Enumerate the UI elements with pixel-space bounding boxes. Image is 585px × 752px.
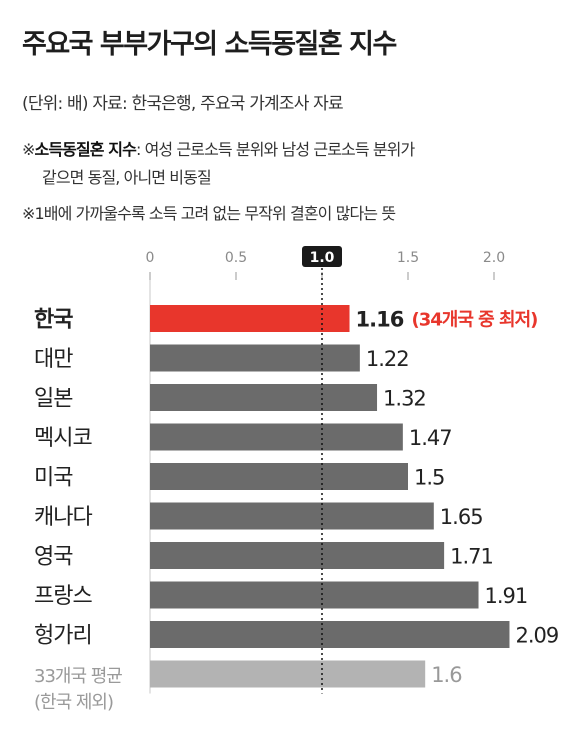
x-tick-label: 2.0	[483, 250, 505, 266]
data-label: 1.47	[409, 426, 452, 450]
bar	[150, 463, 408, 490]
highlight-annotation: (34개국 중 최저)	[412, 310, 538, 331]
data-label: 1.16	[356, 308, 404, 332]
definition-note: ※소득동질혼 지수: 여성 근로소득 분위와 남성 근로소득 분위가	[22, 136, 415, 160]
category-label: 멕시코	[34, 426, 92, 451]
data-label: 1.22	[366, 347, 409, 371]
category-sublabel: (한국 제외)	[34, 692, 113, 713]
bar	[150, 502, 434, 530]
bar	[150, 542, 445, 569]
note-mark: ※	[22, 140, 35, 159]
x-tick-label: 1.0	[310, 250, 335, 266]
data-label: 1.91	[485, 584, 528, 608]
bar	[150, 384, 378, 411]
note-term: 소득동질혼 지수	[34, 140, 137, 159]
bar	[150, 305, 350, 332]
category-label: 미국	[34, 466, 73, 491]
data-label: 1.5	[414, 466, 444, 490]
category-label: 헝가리	[34, 624, 92, 649]
bar	[150, 581, 479, 609]
category-label: 한국	[34, 308, 73, 333]
data-label: 1.32	[383, 387, 426, 411]
interpretation-note: ※1배에 가까울수록 소득 고려 없는 무작위 결혼이 많다는 뜻	[22, 204, 396, 223]
data-label: 1.65	[440, 505, 483, 529]
reference-tick-badge	[302, 246, 342, 267]
bar	[150, 621, 510, 648]
data-label: 1.71	[450, 545, 493, 569]
category-label: 대만	[34, 347, 73, 372]
bar	[150, 660, 426, 688]
category-label: 일본	[34, 387, 73, 412]
x-tick-label: 1.5	[397, 250, 419, 266]
x-tick-label: 0	[146, 250, 155, 266]
data-label: 2.09	[515, 624, 558, 648]
category-label: 영국	[34, 545, 73, 570]
bar	[150, 344, 360, 372]
category-label: 캐나다	[34, 505, 92, 530]
category-label: 33개국 평균	[34, 666, 122, 687]
data-label: 1.6	[431, 663, 462, 687]
unit-source-line: (단위: 배) 자료: 한국은행, 주요국 가계조사 자료	[22, 94, 344, 114]
x-tick-label: 0.5	[225, 250, 247, 266]
category-label: 프랑스	[34, 584, 92, 609]
definition-note-continued: 같으면 동질, 아니면 비동질	[42, 168, 212, 187]
chart-title: 주요국 부부가구의 소득동질혼 지수	[22, 29, 397, 60]
bar	[150, 423, 403, 451]
note-definition: : 여성 근로소득 분위와 남성 근로소득 분위가	[135, 140, 415, 159]
